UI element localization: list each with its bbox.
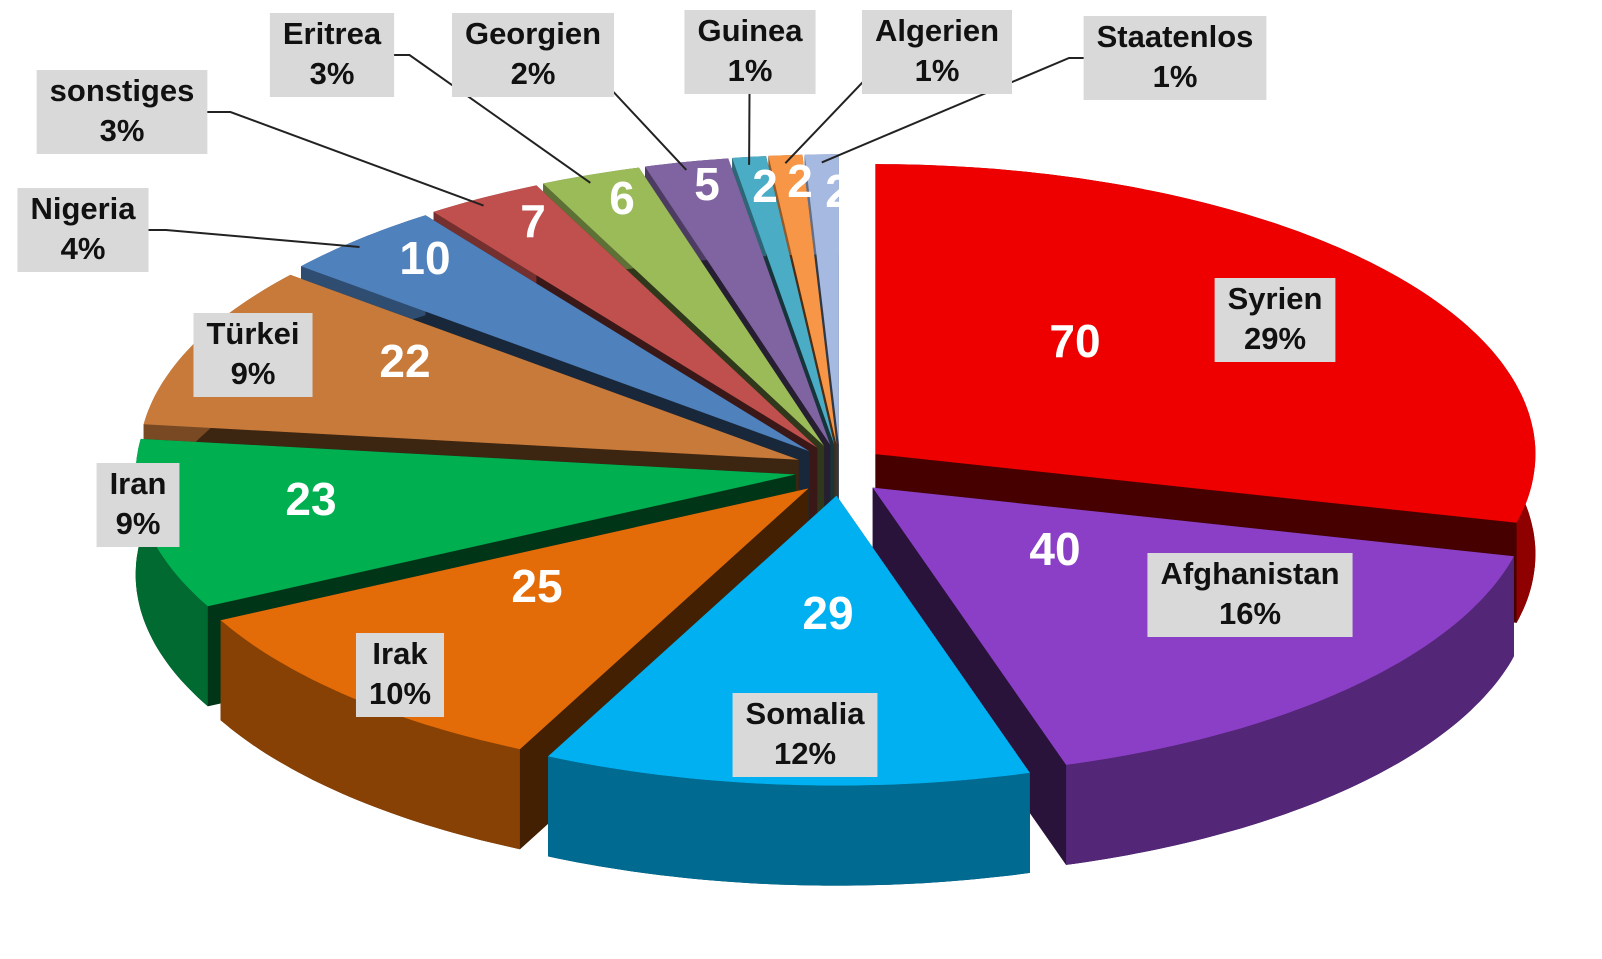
percent-label: 9%	[231, 356, 276, 391]
label-box	[684, 10, 816, 94]
category-name: Georgien	[465, 16, 601, 51]
label-box	[732, 693, 878, 777]
data-label: 10	[399, 232, 450, 284]
label-box	[1083, 16, 1267, 100]
data-label: 2	[752, 160, 778, 212]
percent-label: 1%	[728, 53, 773, 88]
label-box	[193, 313, 313, 397]
category-name: Nigeria	[30, 191, 136, 226]
category-label: Irak 10%	[355, 633, 445, 717]
percent-label: 1%	[1153, 59, 1198, 94]
category-label: Staatenlos 1%	[1083, 16, 1267, 100]
category-name: Afghanistan	[1160, 556, 1339, 591]
category-label: Guinea 1%	[684, 10, 816, 94]
label-box	[451, 13, 615, 97]
data-label: 22	[379, 335, 430, 387]
percent-label: 29%	[1244, 321, 1306, 356]
data-label: 40	[1029, 523, 1080, 575]
slice-wall	[1066, 556, 1514, 865]
data-label: 7	[520, 195, 546, 247]
label-box	[355, 633, 445, 717]
percent-label: 10%	[369, 676, 431, 711]
data-label: 25	[511, 560, 562, 612]
category-label: Algerien 1%	[861, 10, 1013, 94]
category-label: Eritrea 3%	[269, 13, 395, 97]
percent-label: 3%	[100, 113, 145, 148]
category-label: Syrien 29%	[1214, 278, 1336, 362]
slice-top	[732, 156, 835, 445]
data-label: 29	[802, 587, 853, 639]
label-box	[96, 463, 180, 547]
slice-top	[301, 215, 810, 452]
slice-top	[135, 438, 796, 607]
label-box	[17, 188, 149, 272]
category-name: Guinea	[697, 13, 803, 48]
category-name: Irak	[372, 636, 428, 671]
percent-label: 3%	[310, 56, 355, 91]
data-label: 2	[825, 165, 851, 217]
slice-top	[645, 158, 831, 445]
slice-wall	[548, 756, 1030, 886]
slice-top	[433, 185, 818, 448]
slice-top	[875, 164, 1536, 523]
category-name: Iran	[110, 466, 167, 501]
data-label: 5	[694, 158, 720, 210]
data-label: 23	[285, 473, 336, 525]
percent-label: 9%	[116, 506, 161, 541]
slice-top	[543, 167, 825, 446]
percent-label: 2%	[511, 56, 556, 91]
percent-label: 12%	[774, 736, 836, 771]
category-name: Staatenlos	[1097, 19, 1254, 54]
percent-label: 4%	[61, 231, 106, 266]
label-box	[1147, 553, 1353, 637]
percent-label: 16%	[1219, 596, 1281, 631]
label-box	[1214, 278, 1336, 362]
slice-wall	[220, 620, 520, 850]
category-label: Türkei 9%	[193, 313, 313, 397]
category-name: Algerien	[875, 13, 999, 48]
category-name: Türkei	[206, 316, 299, 351]
data-label: 2	[787, 155, 813, 207]
slice-top	[768, 154, 837, 445]
category-name: Somalia	[746, 696, 866, 731]
slice-top	[804, 154, 839, 445]
label-box	[36, 70, 208, 154]
data-label: 6	[609, 172, 635, 224]
category-label: Somalia 12%	[732, 693, 878, 777]
label-box	[861, 10, 1013, 94]
data-label: 70	[1049, 315, 1100, 367]
slice-wall	[135, 438, 208, 707]
category-label: Iran 9%	[96, 463, 180, 547]
category-label: sonstiges 3%	[36, 70, 208, 154]
label-box	[269, 13, 395, 97]
category-label: Georgien 2%	[451, 13, 615, 97]
category-name: sonstiges	[50, 73, 195, 108]
category-label: Afghanistan 16%	[1147, 553, 1353, 637]
category-name: Eritrea	[283, 16, 382, 51]
percent-label: 1%	[915, 53, 960, 88]
category-name: Syrien	[1228, 281, 1323, 316]
category-label: Nigeria 4%	[17, 188, 149, 272]
slice-top	[548, 495, 1030, 786]
